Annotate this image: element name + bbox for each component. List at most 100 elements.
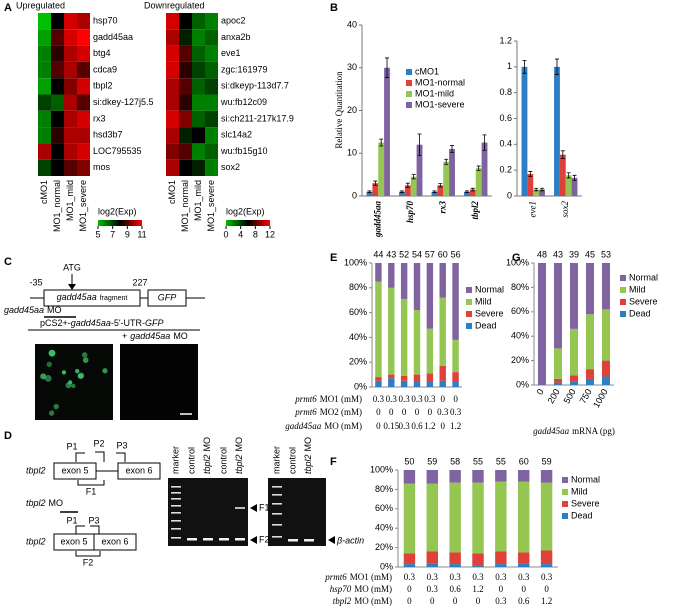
condition-value: 0.3 <box>424 394 436 404</box>
y-tick-label: 0% <box>354 381 367 391</box>
legend-swatch <box>466 311 472 317</box>
legend-swatch <box>620 275 626 281</box>
stack-segment <box>570 263 578 329</box>
stack-segment <box>388 263 395 288</box>
heatmap-cell <box>166 94 179 111</box>
colorbar <box>98 220 142 226</box>
x-tick-label: tbpl2 <box>470 201 480 220</box>
y-tick-label: 40 <box>347 19 357 29</box>
stack-segment <box>413 263 421 311</box>
column-label: MO1_normal <box>180 180 190 232</box>
heatmap-cell <box>38 110 51 128</box>
condition-value: 0 <box>440 394 445 404</box>
condition-value: 0.3 <box>450 407 462 417</box>
condition-value: 0 <box>476 596 481 606</box>
error-bar <box>417 133 422 156</box>
heatmap-cell <box>166 78 179 95</box>
gene-name: gadd45aa <box>57 292 97 302</box>
band-arrow <box>250 536 257 544</box>
gene-name: tbpl2 <box>26 498 46 508</box>
condition-value: 1.2 <box>541 596 552 606</box>
embryo-signal <box>48 349 56 357</box>
primer-arrow <box>95 451 105 462</box>
y-tick-label: 0 <box>352 190 357 200</box>
heatmap-cell <box>179 94 192 111</box>
column-label: MO1_mild <box>65 180 75 221</box>
band-label: F2 <box>259 534 270 544</box>
stack-segment <box>400 380 408 387</box>
y-tick-label: 20% <box>375 542 393 552</box>
count-label: 53 <box>601 249 611 259</box>
heatmap-cell <box>64 13 77 30</box>
y-tick-label: 40% <box>511 331 529 341</box>
lane-label: control <box>186 447 196 474</box>
legend-swatch <box>562 489 568 495</box>
label-text: MO1 (mM) <box>350 572 392 582</box>
primer-label: P1 <box>66 441 77 451</box>
panel-letter: A <box>4 2 12 14</box>
bar <box>416 144 423 196</box>
error-bar <box>379 138 384 147</box>
legend-label: Normal <box>571 474 600 484</box>
heatmap-cell <box>38 13 51 30</box>
stack-segment <box>439 380 446 387</box>
colorbar-tick-label: 11 <box>137 229 146 239</box>
heatmap-title: Downregulated <box>144 0 205 10</box>
stack-segment <box>472 482 484 554</box>
column-label: MO1_normal <box>52 180 62 232</box>
ladder-band <box>272 524 282 526</box>
legend-label: Mild <box>475 296 492 306</box>
condition-value: 0.3 <box>518 572 530 582</box>
stack-segment <box>472 565 484 567</box>
bar <box>399 191 405 196</box>
y-tick-label: 0 <box>507 190 512 200</box>
legend-swatch <box>466 287 472 293</box>
heatmap-cell <box>179 29 192 46</box>
row-label: si:ch211-217k17.9 <box>221 113 294 123</box>
heatmap-cell <box>51 29 64 46</box>
legend-swatch <box>620 299 626 305</box>
stack-segment <box>439 365 446 381</box>
count-label: 52 <box>399 249 409 259</box>
heatmap-cell <box>38 127 51 144</box>
gel-band <box>235 507 245 509</box>
band-arrow <box>328 536 335 544</box>
product-bracket <box>77 480 105 486</box>
condition-value: 0 <box>453 394 458 404</box>
y-tick-label: 20% <box>511 355 529 365</box>
heatmap-cell <box>192 13 205 30</box>
stack-segment <box>602 263 610 310</box>
x-tick-label: sox2 <box>560 201 570 218</box>
error-bar <box>566 172 571 179</box>
stack-segment <box>375 281 382 378</box>
y-tick-label: 100% <box>344 257 367 267</box>
x-tick-label: 200 <box>546 387 562 405</box>
label-text: MO <box>303 437 313 452</box>
heatmap-cell <box>166 13 179 30</box>
colorbar <box>226 220 270 226</box>
stack-segment <box>388 374 395 379</box>
lane-label: control <box>287 447 297 474</box>
label-text: MO2 (mM) <box>320 407 362 417</box>
stack-segment <box>413 382 421 387</box>
row-label: gadd45aa <box>93 32 133 42</box>
primer-arrow <box>116 452 126 462</box>
heatmap-cell <box>51 61 64 79</box>
error-bar <box>405 182 410 188</box>
row-label: anxa2b <box>221 32 251 42</box>
panel-letter: C <box>4 256 12 268</box>
heatmap-cell <box>64 61 77 79</box>
legend-swatch <box>620 311 626 317</box>
lane-label: tbpl2 MO <box>202 437 212 474</box>
splicing-diagram: P1 P2 P3 tbpl2 exon 5 exon 6 F1 tbpl2 MO … <box>26 437 364 567</box>
condition-value: 0 <box>407 584 412 594</box>
lane-label: tbpl2 MO <box>303 437 313 474</box>
heatmap-cell <box>205 61 218 79</box>
gfp-label: GFP <box>158 292 177 302</box>
legend-swatch <box>562 501 568 507</box>
product-label: F2 <box>83 557 94 567</box>
stack-segment <box>439 263 446 298</box>
bar <box>410 176 417 196</box>
heatmap-cell <box>192 110 205 128</box>
lane-label: marker <box>271 446 281 474</box>
